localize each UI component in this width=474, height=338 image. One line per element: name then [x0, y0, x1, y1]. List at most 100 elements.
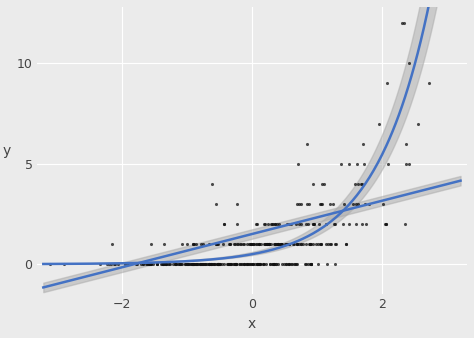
Point [190, 262, 197, 267]
Point [233, 262, 240, 267]
Point [282, 241, 290, 247]
Point [110, 262, 118, 267]
Point [147, 262, 155, 267]
Point [205, 262, 213, 267]
Point [227, 262, 234, 267]
Point [316, 241, 324, 247]
Point [122, 262, 129, 267]
Point [226, 262, 233, 267]
Point [111, 262, 118, 267]
Point [215, 262, 222, 267]
Point [178, 241, 185, 247]
Point [139, 262, 147, 267]
Point [205, 262, 213, 267]
Point [331, 262, 339, 267]
Point [365, 201, 373, 207]
Point [163, 262, 170, 267]
Point [285, 262, 292, 267]
Point [331, 241, 339, 247]
Point [243, 262, 250, 267]
Point [346, 221, 353, 227]
Point [362, 221, 369, 227]
Point [272, 221, 279, 227]
Point [194, 262, 201, 267]
Point [209, 262, 217, 267]
Point [405, 61, 413, 66]
Point [273, 241, 280, 247]
Point [227, 262, 235, 267]
Point [254, 262, 262, 267]
Point [297, 241, 305, 247]
Point [206, 262, 213, 267]
Point [231, 241, 239, 247]
Point [295, 221, 303, 227]
Point [261, 221, 268, 227]
Point [261, 221, 269, 227]
Point [182, 262, 189, 267]
Point [285, 262, 292, 267]
Point [278, 262, 285, 267]
Point [247, 241, 255, 247]
Point [169, 262, 176, 267]
Point [266, 262, 274, 267]
Point [166, 262, 174, 267]
Point [215, 262, 223, 267]
Point [207, 262, 214, 267]
Point [240, 262, 247, 267]
Point [206, 241, 213, 247]
Point [359, 141, 367, 146]
Point [273, 241, 281, 247]
Point [254, 262, 261, 267]
Point [114, 262, 122, 267]
Point [246, 262, 253, 267]
Point [267, 241, 274, 247]
Point [161, 262, 169, 267]
Point [326, 201, 334, 207]
Point [147, 241, 155, 247]
Point [354, 181, 362, 187]
Point [145, 262, 153, 267]
Point [293, 201, 301, 207]
Point [158, 262, 165, 267]
Point [265, 241, 273, 247]
Point [249, 241, 256, 247]
Point [302, 221, 310, 227]
Point [289, 241, 297, 247]
Point [213, 262, 220, 267]
Point [246, 262, 254, 267]
Point [255, 241, 263, 247]
Point [253, 262, 260, 267]
Point [234, 241, 242, 247]
Point [352, 201, 360, 207]
Point [247, 241, 255, 247]
Point [244, 262, 251, 267]
Point [154, 262, 161, 267]
Point [255, 262, 263, 267]
Point [285, 241, 293, 247]
Point [181, 262, 189, 267]
Y-axis label: y: y [2, 144, 11, 158]
Point [274, 241, 282, 247]
X-axis label: x: x [248, 317, 256, 331]
Point [288, 262, 296, 267]
Point [210, 262, 218, 267]
Point [137, 262, 145, 267]
Point [239, 241, 246, 247]
Point [264, 241, 272, 247]
Point [231, 262, 239, 267]
Point [189, 262, 196, 267]
Point [171, 262, 178, 267]
Point [203, 262, 211, 267]
Point [215, 262, 222, 267]
Point [190, 241, 197, 247]
Point [315, 221, 322, 227]
Point [284, 241, 292, 247]
Point [260, 262, 268, 267]
Point [273, 221, 281, 227]
Point [284, 262, 292, 267]
Point [210, 262, 218, 267]
Point [272, 221, 279, 227]
Point [302, 241, 310, 247]
Point [255, 262, 262, 267]
Point [308, 262, 315, 267]
